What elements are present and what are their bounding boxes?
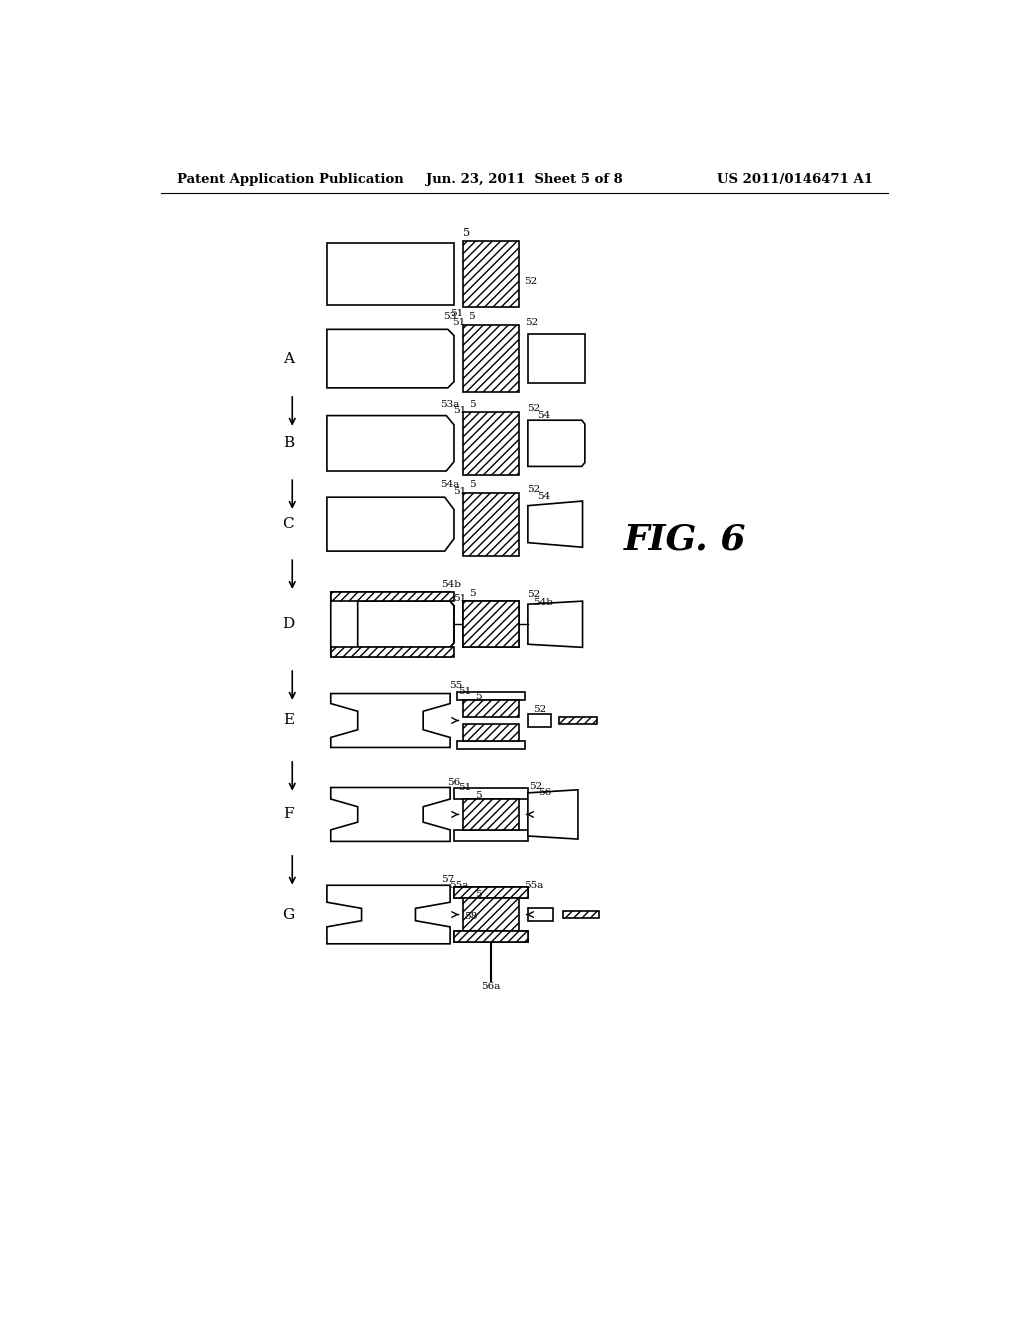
Bar bbox=[454, 932, 528, 942]
Text: 52: 52 bbox=[532, 705, 546, 714]
Bar bbox=[457, 692, 525, 700]
Text: 56: 56 bbox=[539, 788, 552, 797]
Bar bbox=[559, 717, 597, 725]
Text: D: D bbox=[283, 618, 295, 631]
Bar bbox=[454, 932, 528, 942]
Text: 5: 5 bbox=[469, 480, 476, 490]
Text: 53a: 53a bbox=[439, 400, 459, 408]
Text: F: F bbox=[284, 808, 294, 821]
Bar bbox=[463, 799, 518, 830]
Bar bbox=[463, 412, 518, 475]
Bar bbox=[454, 887, 528, 898]
Text: US 2011/0146471 A1: US 2011/0146471 A1 bbox=[717, 173, 872, 186]
Text: G: G bbox=[283, 908, 295, 921]
Text: 52: 52 bbox=[523, 277, 537, 286]
Text: 52: 52 bbox=[527, 590, 541, 599]
Text: 5: 5 bbox=[475, 792, 482, 800]
Text: 5: 5 bbox=[468, 312, 474, 321]
Text: 5: 5 bbox=[464, 228, 471, 238]
Polygon shape bbox=[327, 886, 451, 944]
Text: Patent Application Publication: Patent Application Publication bbox=[177, 173, 403, 186]
Text: 51: 51 bbox=[451, 309, 464, 318]
Bar bbox=[463, 492, 518, 556]
Bar bbox=[463, 601, 518, 647]
Text: 54a: 54a bbox=[439, 480, 459, 490]
Text: 57: 57 bbox=[441, 875, 455, 883]
Text: FIG. 6: FIG. 6 bbox=[624, 523, 746, 557]
Text: 5: 5 bbox=[475, 890, 482, 899]
Text: 5: 5 bbox=[469, 400, 476, 408]
Text: 52: 52 bbox=[529, 783, 542, 791]
Text: 54: 54 bbox=[537, 411, 550, 420]
Text: 5: 5 bbox=[469, 589, 476, 598]
Text: Jun. 23, 2011  Sheet 5 of 8: Jun. 23, 2011 Sheet 5 of 8 bbox=[426, 173, 624, 186]
Text: 52: 52 bbox=[527, 404, 541, 413]
Bar bbox=[463, 898, 518, 932]
Text: B: B bbox=[283, 437, 294, 450]
Polygon shape bbox=[331, 693, 451, 747]
Text: E: E bbox=[283, 714, 294, 727]
Text: 54b: 54b bbox=[534, 598, 553, 607]
Polygon shape bbox=[528, 601, 583, 647]
Text: 51: 51 bbox=[454, 405, 467, 414]
Text: 52: 52 bbox=[527, 484, 541, 494]
Text: 51: 51 bbox=[454, 594, 467, 602]
Text: 5: 5 bbox=[475, 692, 482, 701]
Text: 55: 55 bbox=[449, 681, 462, 690]
Text: C: C bbox=[283, 517, 294, 531]
Bar bbox=[562, 911, 599, 917]
Bar bbox=[463, 601, 518, 647]
Text: 58: 58 bbox=[464, 912, 477, 920]
Bar bbox=[454, 788, 528, 799]
Text: 54: 54 bbox=[537, 492, 550, 500]
Polygon shape bbox=[327, 416, 454, 471]
Polygon shape bbox=[528, 502, 583, 548]
Bar bbox=[331, 591, 454, 601]
Bar bbox=[528, 714, 551, 726]
Bar bbox=[457, 742, 525, 748]
Polygon shape bbox=[528, 420, 585, 466]
Bar bbox=[454, 887, 528, 898]
Text: 51: 51 bbox=[458, 686, 471, 696]
Text: 55a: 55a bbox=[449, 880, 468, 890]
Bar bbox=[463, 725, 518, 742]
Bar bbox=[463, 700, 518, 717]
Polygon shape bbox=[327, 330, 454, 388]
Polygon shape bbox=[327, 243, 454, 305]
Polygon shape bbox=[528, 789, 578, 840]
Text: 53: 53 bbox=[442, 312, 456, 321]
Bar bbox=[463, 240, 518, 308]
Polygon shape bbox=[331, 788, 451, 841]
Text: 56a: 56a bbox=[481, 982, 501, 991]
Bar bbox=[454, 830, 528, 841]
Bar bbox=[463, 326, 518, 392]
Text: 54b: 54b bbox=[441, 579, 461, 589]
Text: 51: 51 bbox=[454, 487, 467, 495]
Text: 56: 56 bbox=[447, 777, 461, 787]
Polygon shape bbox=[327, 498, 454, 552]
Text: 55a: 55a bbox=[524, 880, 544, 890]
Text: A: A bbox=[283, 351, 294, 366]
Text: 51: 51 bbox=[458, 783, 471, 792]
Text: 52: 52 bbox=[525, 318, 539, 327]
Bar bbox=[528, 908, 553, 921]
Polygon shape bbox=[357, 601, 454, 647]
Bar bbox=[331, 647, 454, 656]
Polygon shape bbox=[528, 334, 585, 383]
Text: 51: 51 bbox=[452, 318, 465, 327]
